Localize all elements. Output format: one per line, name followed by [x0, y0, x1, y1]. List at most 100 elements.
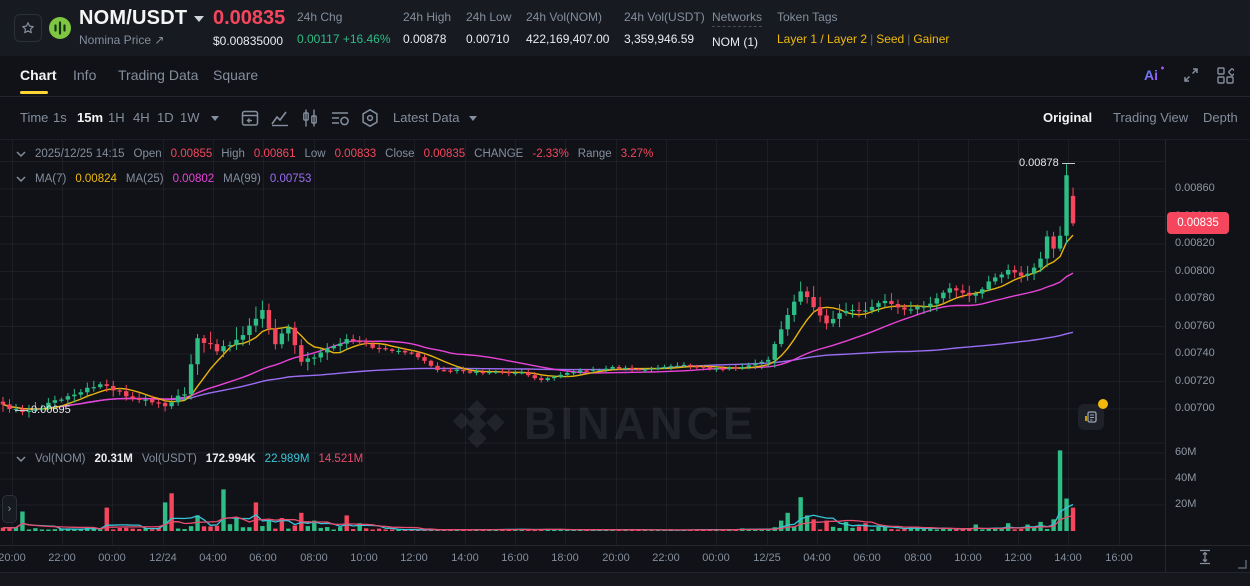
pair-subtitle-link[interactable]: Nomina Price ↗: [79, 33, 164, 47]
stat-label: 24h High: [403, 10, 452, 24]
interval-1W[interactable]: 1W: [180, 110, 200, 125]
price-tick-label: 0.00820: [1175, 237, 1215, 249]
tab-bar: Chart Info Trading Data Square Ai: [0, 56, 1250, 97]
stat-label: 24h Chg: [297, 10, 343, 24]
volume-tick-label: 60M: [1175, 446, 1197, 458]
pair-title[interactable]: NOM/USDT: [79, 7, 205, 30]
time-tick-label: 12:00: [400, 552, 428, 564]
chevron-down-icon: [194, 15, 205, 22]
time-tick-label: 22:00: [48, 552, 76, 564]
latest-data-dropdown[interactable]: Latest Data: [393, 110, 478, 125]
ma7-value: 0.00824: [75, 173, 117, 185]
legend-range: 3.27%: [620, 148, 654, 160]
stat-24h-vol-nom: 24h Vol(NOM) 422,169,407.00: [526, 10, 609, 46]
interval-4H[interactable]: 4H: [133, 110, 150, 125]
pane-collapse-handle[interactable]: ›: [2, 495, 17, 523]
price-tick-label: 0.00860: [1175, 182, 1215, 194]
pair-header: NOM/USDT Nomina Price ↗ 0.00835 $0.00835…: [0, 0, 1250, 56]
time-tick-label: 04:00: [199, 552, 227, 564]
tab-info[interactable]: Info: [73, 67, 97, 83]
favorite-button[interactable]: [14, 14, 42, 42]
collapse-chevron-icon[interactable]: [16, 150, 26, 158]
ma25-value: 0.00802: [172, 173, 215, 185]
legend-change: -2.33%: [532, 148, 569, 160]
time-tick-label: 08:00: [904, 552, 932, 564]
ai-assistant-icon[interactable]: Ai: [1143, 66, 1165, 84]
time-tick-label: 12/24: [149, 552, 177, 564]
tab-square[interactable]: Square: [213, 67, 259, 83]
stat-value: 422,169,407.00: [526, 32, 610, 46]
token-tag-link[interactable]: Layer 1 / Layer 2: [777, 32, 868, 46]
star-icon: [22, 22, 34, 34]
active-tab-underline: [20, 91, 48, 94]
interval-15m[interactable]: 15m: [77, 110, 104, 125]
legend-label: MA(25): [125, 173, 164, 185]
last-price-badge: 0.00835: [1167, 212, 1229, 235]
candlestick-chart[interactable]: [0, 140, 1250, 572]
view-tradingview[interactable]: Trading View: [1113, 110, 1189, 125]
chevron-down-icon: [469, 116, 478, 122]
resize-corner-icon[interactable]: [1236, 558, 1248, 570]
legend-label: Range: [577, 148, 612, 160]
time-tick-label: 08:00: [300, 552, 328, 564]
pair-subtitle-text: Nomina Price: [79, 33, 152, 47]
stat-value: 3,359,946.59: [624, 32, 695, 46]
legend-label: Low: [304, 148, 326, 160]
ma99-value: 0.00753: [269, 173, 312, 185]
volume-legend: Vol(NOM) 20.31M Vol(USDT) 172.994K 22.98…: [16, 453, 363, 465]
stat-24h-low: 24h Low 0.00710: [466, 10, 511, 46]
collapse-chevron-icon[interactable]: [16, 455, 26, 463]
token-tag-link[interactable]: Gainer: [913, 32, 950, 46]
tab-trading-data[interactable]: Trading Data: [118, 67, 199, 83]
interval-more-button[interactable]: [211, 110, 219, 125]
legend-datetime: 2025/12/25 14:15: [35, 148, 125, 160]
view-original[interactable]: Original: [1043, 110, 1093, 125]
time-tick-label: 00:00: [702, 552, 730, 564]
chevron-down-icon: [211, 116, 219, 122]
tab-chart[interactable]: Chart: [20, 67, 57, 83]
legend-label: MA(99): [223, 173, 261, 185]
candlestick-icon[interactable]: [300, 108, 320, 128]
watermark-text: BINANCE: [524, 398, 758, 449]
legend-label: MA(7): [35, 173, 67, 185]
time-tick-label: 22:00: [652, 552, 680, 564]
binance-watermark: BINANCE: [448, 395, 757, 453]
axis-scale-icon[interactable]: [1196, 548, 1214, 566]
indicators-icon[interactable]: [330, 108, 350, 128]
interval-1s[interactable]: 1s: [53, 110, 67, 125]
legend-low: 0.00833: [334, 148, 377, 160]
networks-label: Networks: [712, 10, 763, 27]
stat-24h-vol-usdt: 24h Vol(USDT) 3,359,946.59: [624, 10, 705, 46]
chart-region[interactable]: BINANCE 2025/12/25 14:15 Open 0.00855 Hig…: [0, 140, 1250, 572]
time-tick-label: 10:00: [350, 552, 378, 564]
stat-value: 0.00117 +16.46%: [297, 32, 391, 46]
interval-1D[interactable]: 1D: [157, 110, 174, 125]
volume-tick-label: 40M: [1175, 472, 1197, 484]
latest-data-label: Latest Data: [393, 110, 460, 125]
layout-grid-icon[interactable]: [1217, 66, 1234, 84]
date-range-icon[interactable]: [240, 108, 260, 128]
settings-icon[interactable]: [360, 108, 380, 128]
low-price-text: 0.00695: [31, 404, 71, 416]
view-depth[interactable]: Depth: [1203, 110, 1238, 125]
interval-1H[interactable]: 1H: [108, 110, 125, 125]
vol-ma-fast-value: 22.989M: [264, 453, 310, 465]
token-tag-link[interactable]: Seed: [876, 32, 905, 46]
last-price-usd: $0.00835000: [213, 34, 284, 48]
time-label: Time: [20, 110, 49, 125]
chart-toolbar: Time 1s 15m 1H 4H 1D 1W: [0, 97, 1250, 140]
last-price: 0.00835: [213, 7, 286, 29]
time-tick-label: 16:00: [501, 552, 529, 564]
stat-networks[interactable]: Networks NOM (1): [712, 10, 763, 49]
time-tick-label: 10:00: [954, 552, 982, 564]
expand-icon[interactable]: [1183, 67, 1199, 83]
stat-24h-chg: 24h Chg 0.00117 +16.46%: [297, 10, 391, 46]
stat-value: 0.00710: [466, 32, 510, 46]
collapse-chevron-icon[interactable]: [16, 175, 26, 183]
stat-24h-high: 24h High 0.00878: [403, 10, 451, 46]
news-feed-icon: [1085, 411, 1097, 423]
chart-style-icon[interactable]: [270, 108, 290, 128]
chart-data-chip[interactable]: [1078, 399, 1108, 430]
time-tick-label: 16:00: [1105, 552, 1133, 564]
